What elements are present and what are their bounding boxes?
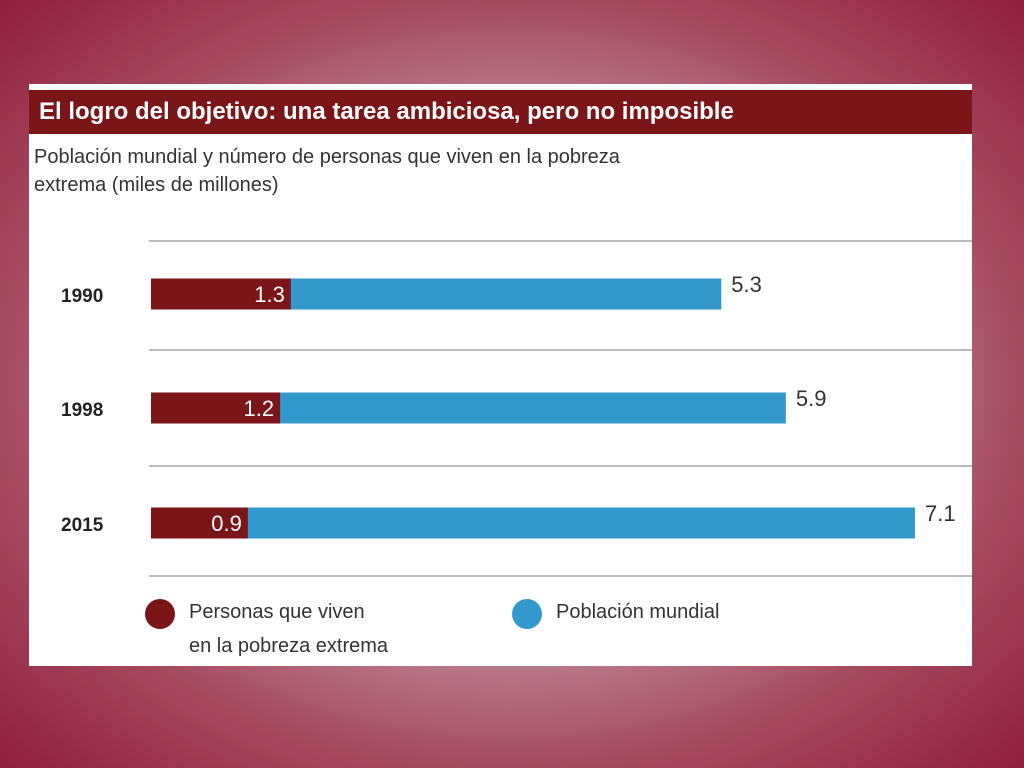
data-label-pobreza: 0.9 <box>211 511 242 536</box>
data-label-poblacion: 5.3 <box>731 272 762 297</box>
data-label-poblacion: 5.9 <box>796 386 827 411</box>
chart-subtitle-line-2: extrema (miles de millones) <box>34 174 279 196</box>
bar-poblacion-mundial <box>151 507 915 539</box>
legend-poverty-label-1: Personas que viven <box>189 601 365 623</box>
bar-pobreza-extrema <box>151 278 291 310</box>
bar-pobreza-extrema <box>151 392 281 424</box>
data-label-poblacion: 7.1 <box>925 501 956 526</box>
legend-poverty-label-2: en la pobreza extrema <box>189 635 389 657</box>
chart-title-bar: El logro del objetivo: una tarea ambicio… <box>29 90 972 134</box>
y-tick-label: 1990 <box>61 286 103 307</box>
bar-pobreza-extrema <box>151 507 248 539</box>
legend-poverty-dot <box>145 599 175 629</box>
chart-title: El logro del objetivo: una tarea ambicio… <box>39 98 734 125</box>
chart-panel: El logro del objetivo: una tarea ambicio… <box>29 84 972 666</box>
legend-population-label: Población mundial <box>556 601 720 623</box>
y-tick-label: 1998 <box>61 400 103 421</box>
y-tick-label: 2015 <box>61 515 104 536</box>
data-label-pobreza: 1.3 <box>254 282 285 307</box>
data-label-pobreza: 1.2 <box>244 396 275 421</box>
bar-chart: 1990 1.3 5.3 1998 1.2 5.9 2015 0.9 7.1 <box>61 240 972 577</box>
legend-population-dot <box>512 599 542 629</box>
chart-subtitle-line-1: Población mundial y número de personas q… <box>34 146 620 168</box>
